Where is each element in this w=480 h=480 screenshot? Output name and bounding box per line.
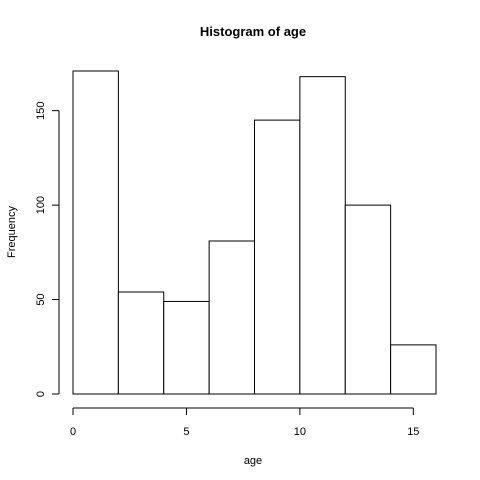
y-tick-label-0: 0 xyxy=(35,391,47,397)
histogram-bar-2 xyxy=(163,300,210,395)
y-tick-label-3: 150 xyxy=(35,101,47,119)
x-axis: 0 5 10 15 xyxy=(70,407,419,438)
histogram-bar-1 xyxy=(117,291,165,395)
x-tick-label-3: 15 xyxy=(407,426,419,438)
histogram-bar-0 xyxy=(72,70,119,395)
x-tick-label-1: 5 xyxy=(183,426,189,438)
histogram-bar-4 xyxy=(254,119,301,395)
chart-title: Histogram of age xyxy=(200,24,306,39)
x-axis-label: age xyxy=(244,455,262,467)
x-tick-label-2: 10 xyxy=(294,426,306,438)
x-tick-label-0: 0 xyxy=(70,426,76,438)
y-tick-label-2: 100 xyxy=(35,196,47,214)
bars-layer xyxy=(72,70,437,395)
histogram-bar-5 xyxy=(299,76,346,395)
y-axis-label: Frequency xyxy=(6,206,18,258)
histogram-bar-3 xyxy=(208,240,256,395)
y-tick-label-1: 50 xyxy=(35,293,47,305)
histogram-bar-7 xyxy=(390,344,437,395)
histogram-bar-6 xyxy=(344,204,392,395)
y-axis: 0 50 100 150 xyxy=(35,101,60,397)
